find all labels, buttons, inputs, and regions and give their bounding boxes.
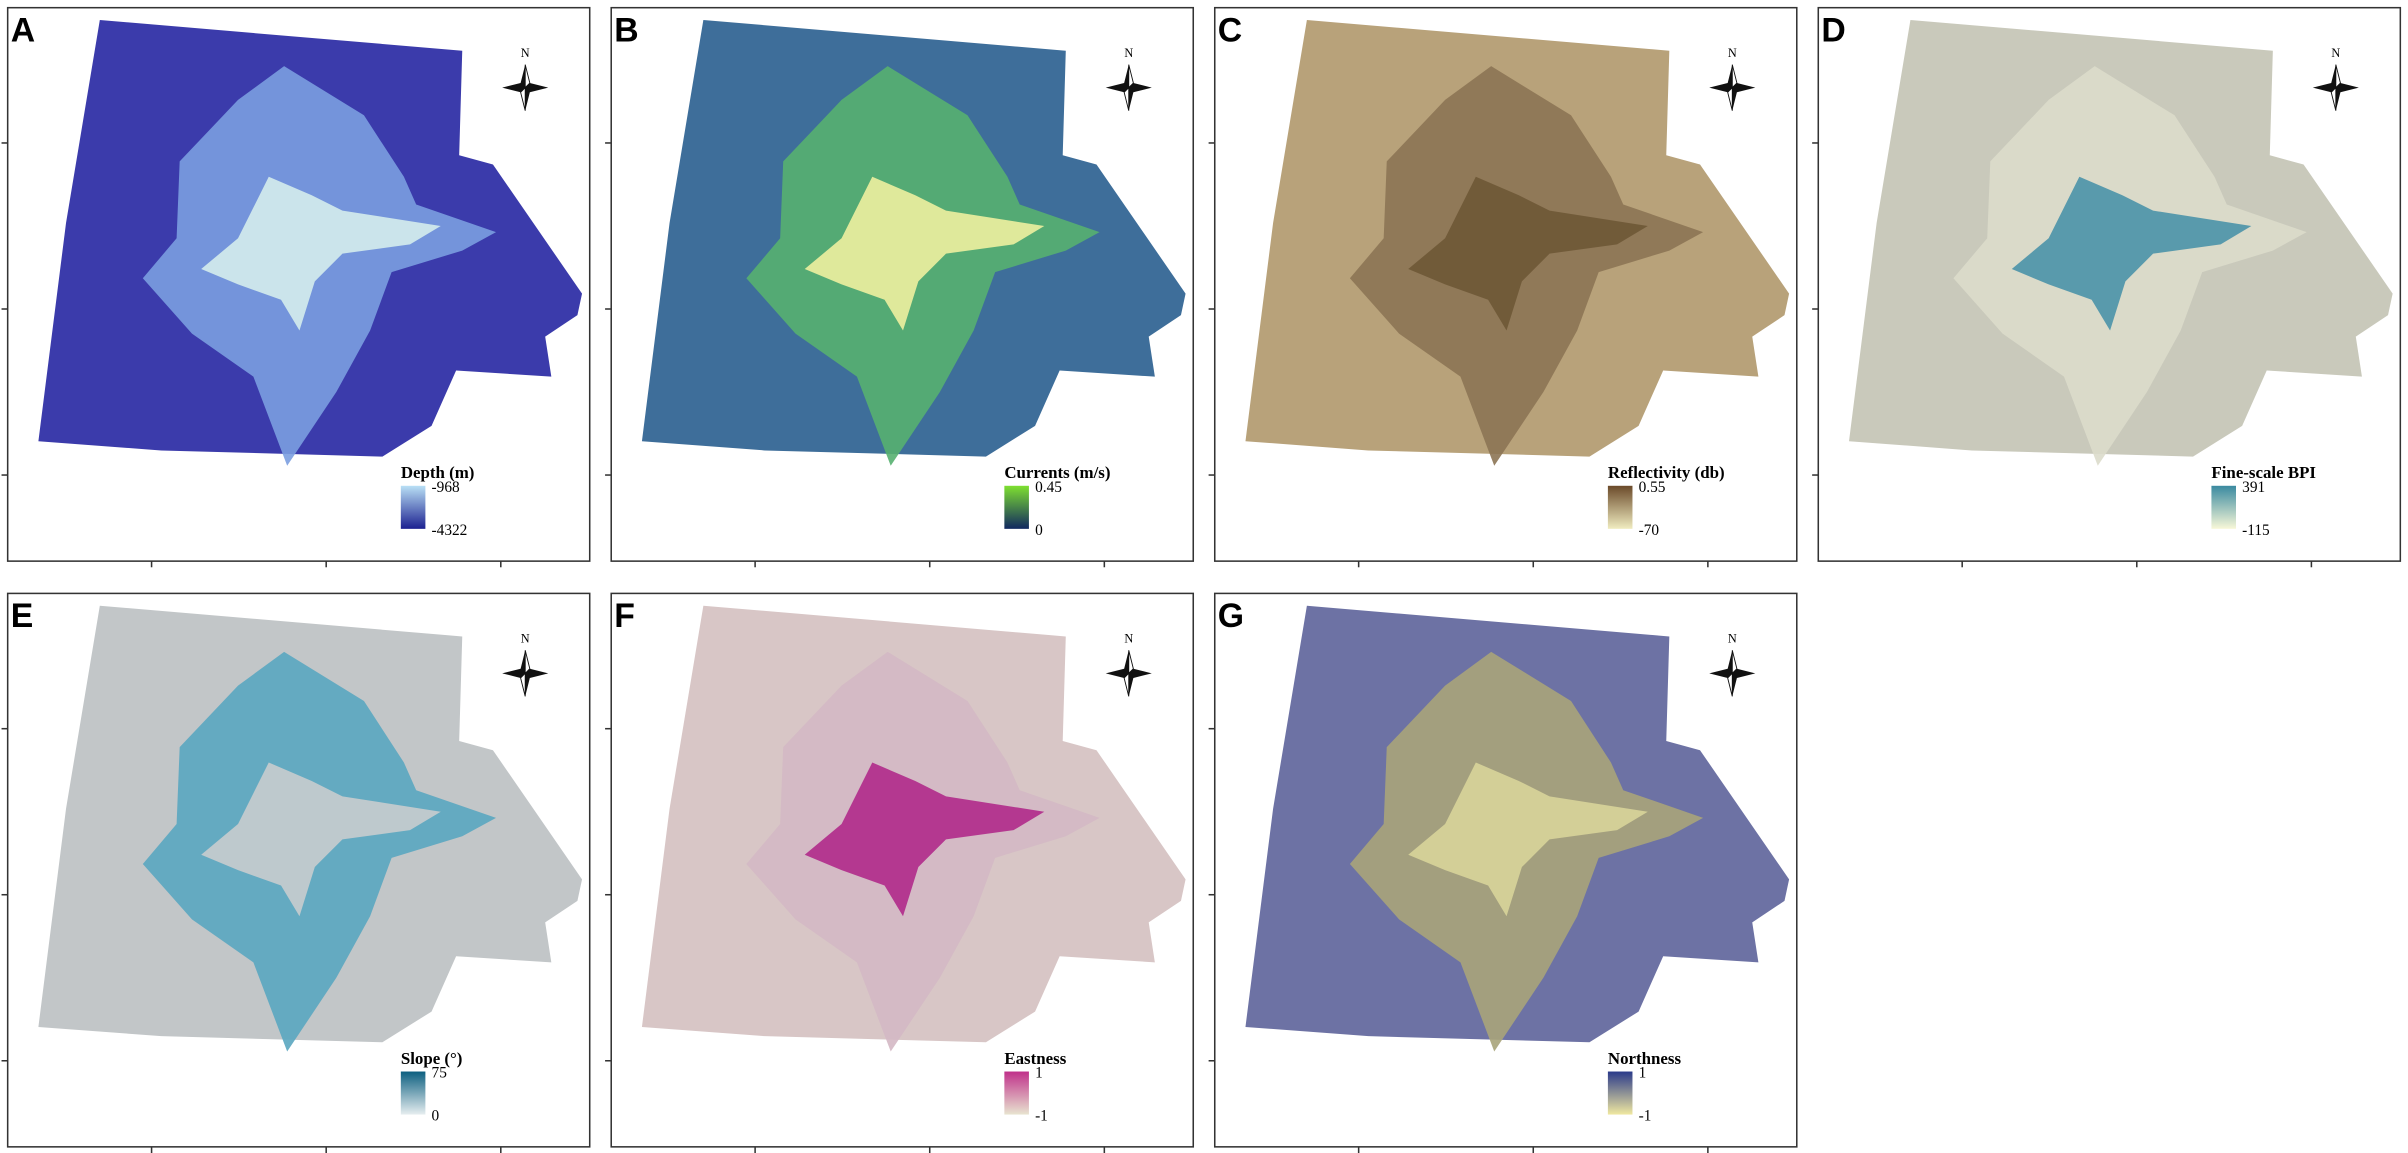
north-arrow: N (1105, 632, 1152, 697)
north-arrow: N (1105, 46, 1152, 111)
legend-max: 1 (1035, 1065, 1043, 1082)
island-summit (2011, 176, 2252, 331)
panel-letter: C (1218, 11, 1242, 49)
panel: C N Reflectivity (db)0.55 -70 (1208, 6, 1798, 568)
legend-ramp (2211, 485, 2236, 529)
arrow-light (520, 650, 531, 697)
island-summit (1408, 762, 1648, 917)
panel-letter: F (614, 597, 635, 635)
island-summit (201, 762, 441, 917)
legend-max: -968 (432, 479, 460, 496)
panel-letter: G (1218, 597, 1244, 635)
legend-title: Eastness (1004, 1049, 1066, 1068)
island-summit (804, 176, 1045, 331)
legend-ramp (1004, 1071, 1029, 1115)
arrow-light (2330, 64, 2341, 111)
panel: B N Currents (m/s)0.45 0 (605, 6, 1195, 568)
legend-min: 0 (432, 1108, 440, 1125)
island-summit (1408, 176, 1648, 331)
north-label: N (1124, 632, 1133, 646)
north-label: N (2331, 46, 2340, 60)
north-label: N (521, 632, 530, 646)
legend-max: 0.45 (1035, 479, 1062, 496)
panel: E N Slope (°)75 0 (1, 592, 591, 1153)
legend-min: -1 (1035, 1108, 1048, 1125)
legend-title: Fine-scale BPI (2211, 463, 2316, 482)
arrow-light (1123, 650, 1134, 697)
legend-min: 0 (1035, 522, 1043, 539)
north-arrow: N (502, 46, 549, 111)
legend-title: Slope (°) (401, 1049, 463, 1068)
arrow-light (520, 64, 531, 111)
panel-letter: D (1821, 11, 1845, 49)
north-label: N (1728, 632, 1737, 646)
arrow-light (1123, 64, 1134, 111)
north-arrow: N (1709, 46, 1756, 111)
legend-max: 391 (2242, 479, 2265, 496)
panel: A N Depth (m)-968 -4322 (1, 6, 591, 568)
legend-title: Northness (1608, 1049, 1682, 1068)
legend-ramp (1607, 485, 1633, 529)
arrow-light (1727, 64, 1738, 111)
panel-letter: E (11, 597, 34, 635)
legend-min: -4322 (432, 522, 468, 539)
panel-letter: B (614, 11, 638, 49)
legend-title: Currents (m/s) (1004, 463, 1110, 482)
legend-ramp (400, 1071, 426, 1115)
north-label: N (1728, 46, 1737, 60)
legend-max: 0.55 (1639, 479, 1666, 496)
legend-ramp (1004, 485, 1029, 529)
north-label: N (1124, 46, 1133, 60)
legend-max: 75 (432, 1065, 448, 1082)
north-arrow: N (2312, 46, 2359, 111)
legend-min: -1 (1639, 1108, 1652, 1125)
panel-letter: A (11, 11, 35, 49)
legend-min: -70 (1639, 522, 1660, 539)
legend-title: Reflectivity (db) (1608, 463, 1725, 482)
legend-ramp (400, 485, 426, 529)
north-arrow: N (1709, 632, 1756, 697)
arrow-light (1727, 650, 1738, 697)
legend-min: -115 (2242, 522, 2270, 539)
legend-title: Depth (m) (401, 463, 475, 482)
island-summit (201, 176, 441, 331)
legend-ramp (1607, 1071, 1633, 1115)
island-summit (804, 762, 1045, 917)
north-arrow: N (502, 632, 549, 697)
legend-max: 1 (1639, 1065, 1647, 1082)
north-label: N (521, 46, 530, 60)
